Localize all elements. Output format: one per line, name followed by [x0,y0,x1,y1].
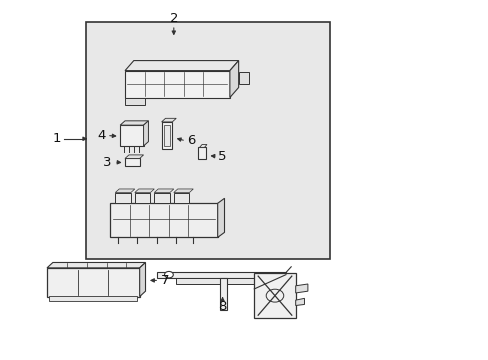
Polygon shape [238,72,249,84]
Polygon shape [173,189,193,193]
Polygon shape [254,273,295,318]
Bar [49,296,137,301]
Text: 6: 6 [186,134,195,147]
Text: 3: 3 [102,156,111,168]
Polygon shape [199,144,206,147]
Polygon shape [120,121,148,125]
Polygon shape [120,125,143,146]
Polygon shape [125,155,143,158]
Polygon shape [154,189,173,193]
Text: 8: 8 [218,300,226,313]
Polygon shape [47,268,140,297]
Text: 5: 5 [218,150,226,163]
Polygon shape [125,158,140,166]
Circle shape [164,271,173,278]
Polygon shape [229,60,238,98]
Text: 1: 1 [52,132,61,145]
Bar [163,125,170,146]
Text: 4: 4 [97,129,105,142]
Polygon shape [110,203,217,237]
Polygon shape [135,193,150,203]
Polygon shape [47,262,145,268]
Polygon shape [295,298,304,306]
Polygon shape [220,278,226,310]
Polygon shape [135,189,154,193]
Polygon shape [161,122,172,149]
Polygon shape [217,198,224,237]
Polygon shape [173,193,189,203]
Polygon shape [295,284,307,293]
Polygon shape [125,60,238,71]
Polygon shape [125,71,229,98]
Text: 2: 2 [169,12,178,25]
Polygon shape [115,189,135,193]
Polygon shape [157,272,285,278]
Polygon shape [176,278,285,284]
Polygon shape [154,193,169,203]
Polygon shape [143,121,148,146]
Polygon shape [198,147,205,159]
Polygon shape [140,262,145,297]
Bar [86,22,329,259]
Text: 7: 7 [161,274,169,287]
Polygon shape [125,98,144,105]
Polygon shape [115,193,131,203]
Polygon shape [161,118,176,122]
